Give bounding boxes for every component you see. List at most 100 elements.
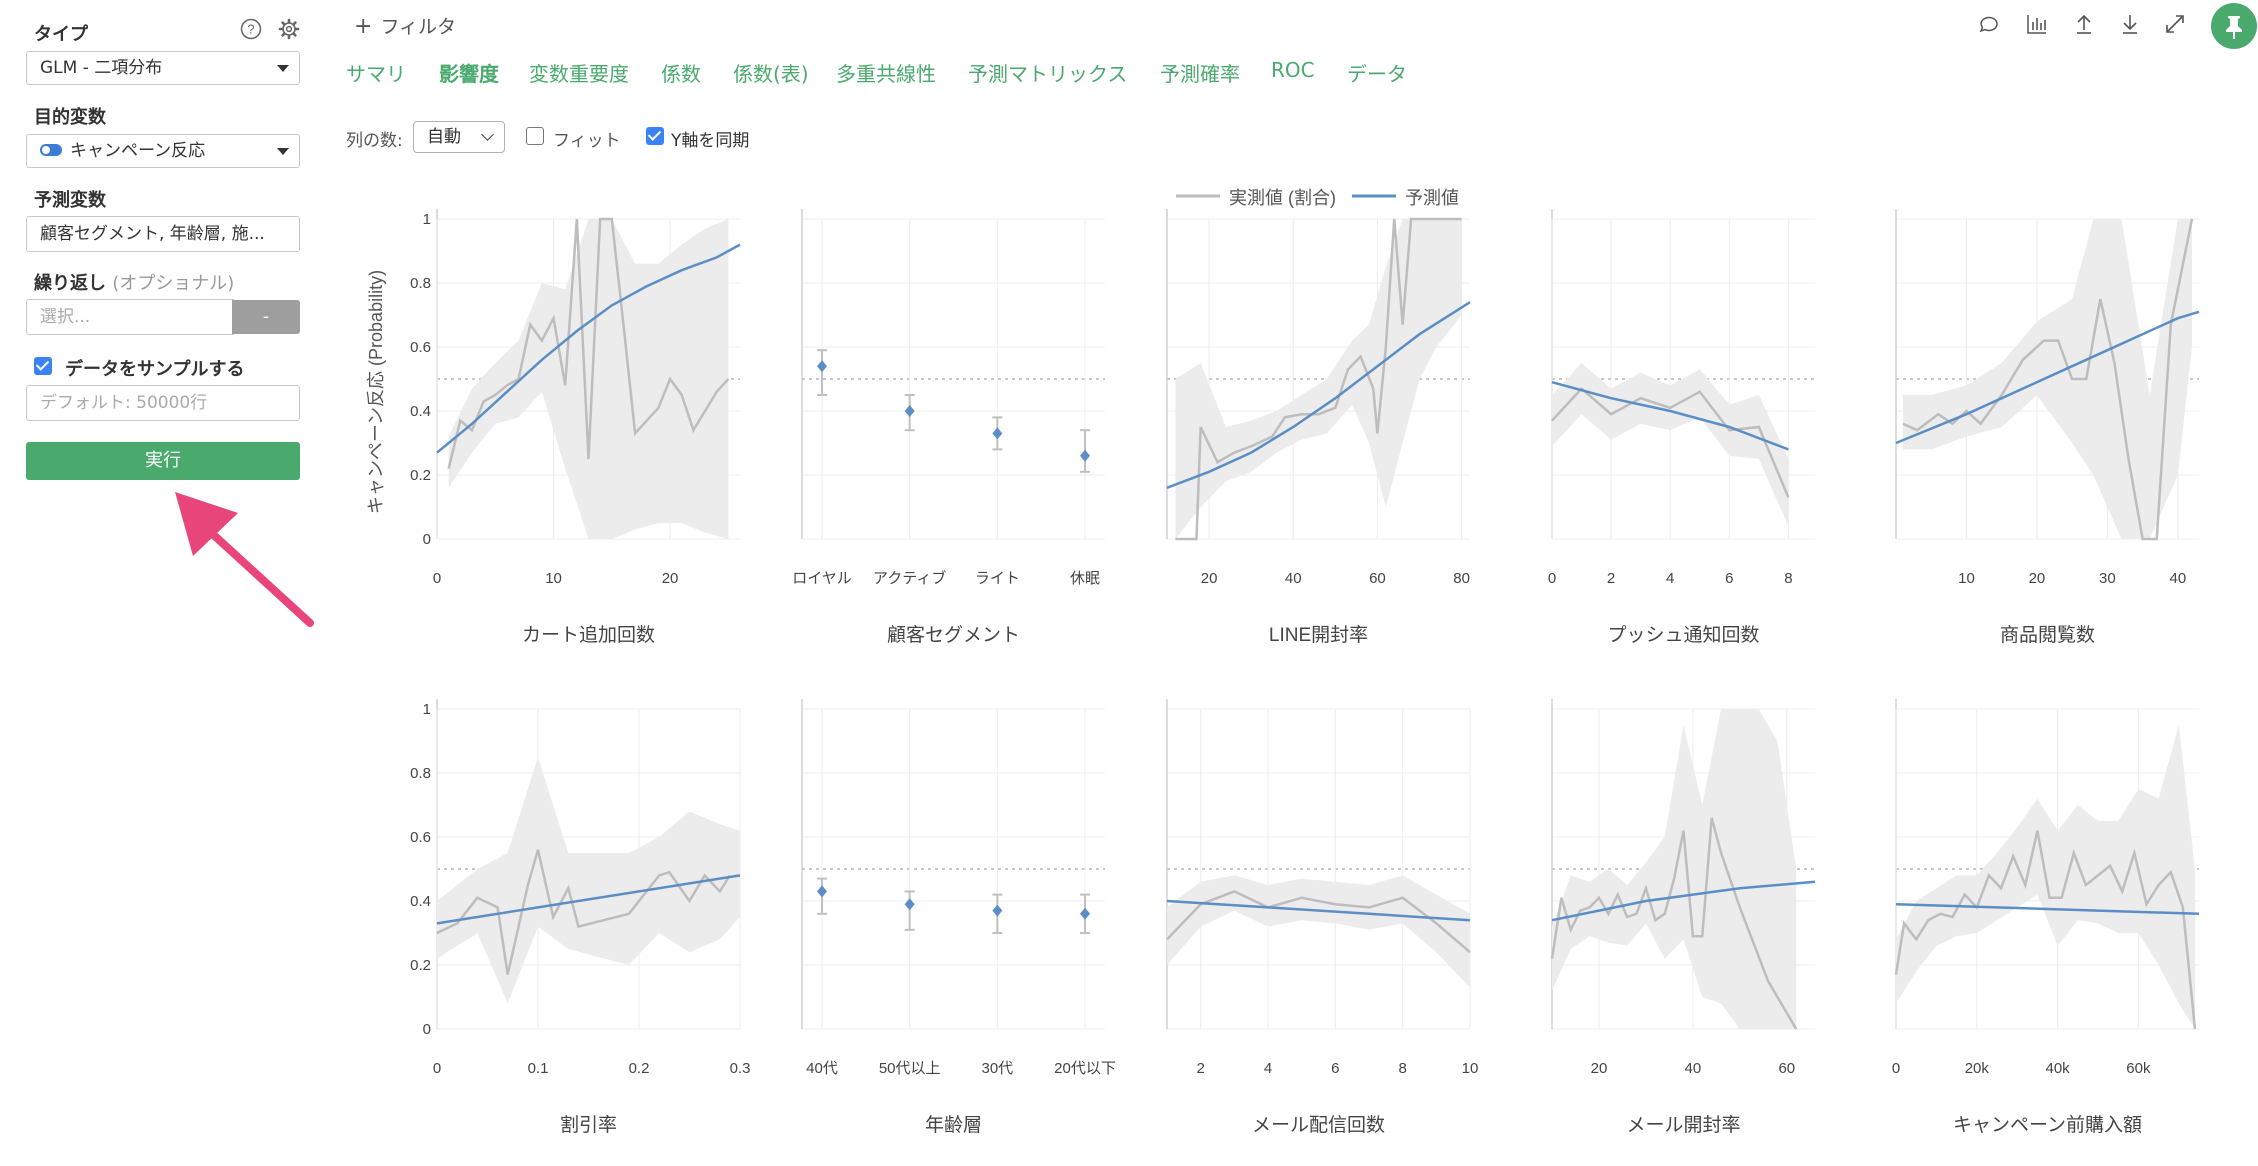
- x-tick-label: 30代: [981, 1060, 1013, 1077]
- x-tick-label: 8: [1398, 1060, 1406, 1077]
- filter-button[interactable]: + フィルタ: [354, 12, 456, 39]
- tab-8[interactable]: ROC: [1271, 58, 1315, 82]
- question-circle-icon[interactable]: ?: [240, 18, 262, 40]
- x-tick-label: 40: [2170, 570, 2187, 587]
- actual-series-line: [447, 217, 730, 469]
- panel-title: プッシュ通知回数: [1607, 624, 1759, 646]
- x-tick-label: 休眠: [1070, 570, 1100, 587]
- x-tick-label: 80: [1453, 570, 1470, 587]
- target-label: 目的変数: [34, 107, 106, 128]
- x-tick-label: 40k: [2046, 1060, 2071, 1077]
- sidebar: タイプ ? GLM - 二項分布 目的変数 キャンペーン反応 予測変数 顧客セグ…: [0, 0, 330, 1166]
- predictors-field[interactable]: 顧客セグメント, 年齢層, 施...: [26, 216, 300, 252]
- panel-title: 年齢層: [925, 1114, 982, 1136]
- predicted-series-line: [1895, 310, 2200, 445]
- panel-title: カート追加回数: [522, 624, 655, 646]
- run-button[interactable]: 実行: [26, 442, 300, 480]
- pin-button[interactable]: [2211, 3, 2257, 49]
- legend-predicted-label: 予測値: [1405, 188, 1459, 208]
- x-tick-label: 4: [1666, 570, 1674, 587]
- x-tick-label: 0: [1892, 1060, 1900, 1077]
- confidence-band: [1903, 219, 2192, 539]
- x-tick-label: 0: [433, 1060, 441, 1077]
- tab-5[interactable]: 多重共線性: [836, 62, 936, 86]
- predicted-point: [1080, 449, 1090, 462]
- predictors-label: 予測変数: [34, 190, 106, 211]
- repeat-clear-button[interactable]: -: [232, 300, 300, 334]
- sync-y-checkbox[interactable]: [646, 127, 664, 145]
- predicted-point: [1080, 907, 1090, 920]
- panel-title: 商品閲覧数: [2000, 624, 2095, 646]
- predicted-point: [817, 360, 827, 373]
- y-tick-label: 1: [423, 211, 431, 228]
- tab-1[interactable]: 影響度: [439, 62, 499, 86]
- y-tick-label: 1: [423, 701, 431, 718]
- predicted-series-line: [436, 874, 741, 925]
- x-tick-label: 60: [1778, 1060, 1795, 1077]
- tab-3[interactable]: 係数: [661, 62, 701, 86]
- x-tick-label: 8: [1784, 570, 1792, 587]
- panel-title: キャンペーン前購入額: [1953, 1114, 2142, 1136]
- actual-series-line: [1551, 386, 1790, 498]
- type-label: タイプ: [34, 24, 88, 45]
- x-tick-label: 0: [1548, 570, 1556, 587]
- y-tick-label: 0.8: [410, 765, 431, 782]
- x-tick-label: アクティブ: [873, 569, 946, 587]
- type-select[interactable]: GLM - 二項分布: [26, 51, 300, 85]
- predicted-series-line: [1895, 902, 2200, 916]
- target-select-value: キャンペーン反応: [70, 141, 206, 161]
- chevron-down-icon: [277, 148, 289, 155]
- tab-0[interactable]: サマリ: [346, 62, 406, 86]
- gear-icon[interactable]: [278, 18, 300, 40]
- x-tick-label: 50代以上: [879, 1060, 941, 1077]
- actual-series-line: [436, 849, 731, 975]
- toggle-icon: [40, 143, 62, 156]
- x-tick-label: 20: [1201, 570, 1218, 587]
- predicted-point: [904, 405, 915, 417]
- columns-select-value: 自動: [427, 127, 461, 147]
- x-tick-label: 0.3: [730, 1060, 751, 1077]
- panel-title: LINE開封率: [1269, 624, 1368, 646]
- actual-series-line: [1902, 218, 2194, 541]
- target-select[interactable]: キャンペーン反応: [26, 134, 300, 168]
- y-tick-label: 0.8: [410, 275, 431, 292]
- x-tick-label: 20: [2029, 570, 2046, 587]
- tab-6[interactable]: 予測マトリックス: [968, 62, 1128, 86]
- tab-9[interactable]: データ: [1347, 62, 1407, 86]
- predicted-series-line: [1551, 380, 1789, 451]
- predicted-series-line: [1551, 880, 1816, 922]
- panel-title: 顧客セグメント: [887, 624, 1020, 646]
- tab-2[interactable]: 変数重要度: [529, 62, 629, 86]
- pin-icon: [2226, 16, 2242, 39]
- x-tick-label: ライト: [975, 570, 1020, 587]
- x-tick-label: 0.2: [629, 1060, 650, 1077]
- x-tick-label: 40: [1285, 570, 1302, 587]
- expand-icon[interactable]: [2163, 12, 2187, 36]
- tab-4[interactable]: 係数(表): [733, 62, 809, 86]
- actual-series-line: [1550, 817, 1798, 1030]
- sample-checkbox[interactable]: [34, 357, 52, 375]
- download-icon[interactable]: [2118, 12, 2142, 36]
- x-tick-label: 6: [1331, 1060, 1339, 1077]
- y-tick-label: 0.4: [410, 403, 431, 420]
- x-tick-label: 40代: [806, 1060, 838, 1077]
- repeat-optional-text: (オプショナル): [112, 273, 235, 294]
- x-tick-label: 6: [1725, 570, 1733, 587]
- tab-7[interactable]: 予測確率: [1160, 62, 1240, 86]
- x-tick-label: 0: [433, 570, 441, 587]
- sample-rows-input[interactable]: デフォルト: 50000行: [26, 385, 300, 421]
- chart-icon[interactable]: [2025, 12, 2049, 36]
- comment-icon[interactable]: [1977, 12, 2001, 36]
- x-tick-label: 20: [662, 570, 679, 587]
- columns-select[interactable]: 自動: [413, 121, 505, 153]
- predicted-point: [904, 898, 915, 911]
- y-tick-label: 0.2: [410, 467, 431, 484]
- actual-series-line: [1166, 890, 1471, 954]
- panel-title: メール配信回数: [1252, 1114, 1385, 1136]
- fit-label: フィット: [553, 131, 621, 151]
- confidence-band: [1552, 363, 1789, 527]
- fit-checkbox[interactable]: [526, 127, 544, 145]
- confidence-band: [1552, 709, 1797, 1029]
- upload-icon[interactable]: [2072, 12, 2096, 36]
